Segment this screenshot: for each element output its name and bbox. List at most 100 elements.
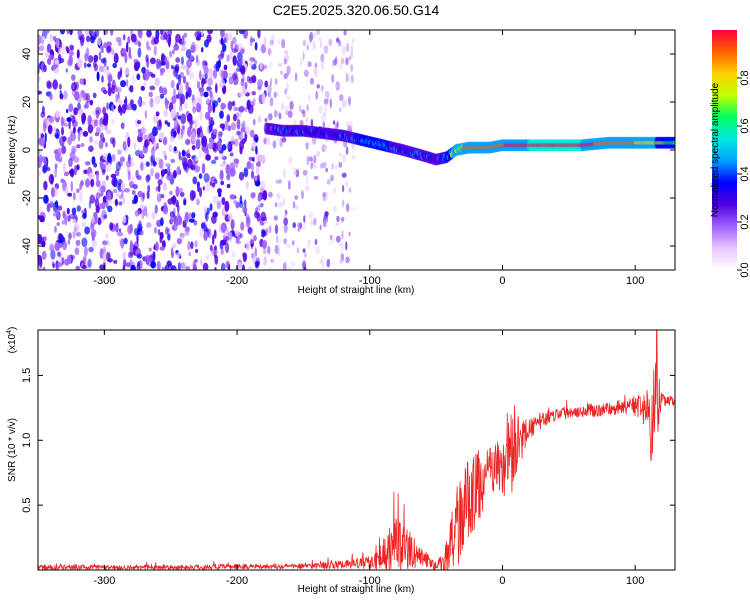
noise-speckle <box>189 118 193 130</box>
noise-speckle <box>72 126 76 134</box>
noise-speckle <box>194 165 201 173</box>
noise-speckle <box>326 258 331 268</box>
noise-speckle <box>143 206 148 217</box>
noise-speckle <box>53 126 57 135</box>
noise-speckle <box>341 172 347 178</box>
noise-speckle <box>134 210 140 217</box>
noise-speckle <box>302 39 307 47</box>
noise-speckle <box>212 100 218 108</box>
noise-speckle <box>239 92 244 98</box>
noise-speckle <box>192 260 197 270</box>
noise-speckle <box>91 156 96 165</box>
noise-speckle <box>179 104 183 112</box>
noise-speckle <box>76 95 82 104</box>
noise-speckle <box>80 142 85 148</box>
noise-speckle <box>231 73 238 80</box>
noise-speckle <box>196 181 201 188</box>
noise-speckle <box>338 39 341 47</box>
noise-speckle <box>70 180 74 192</box>
noise-speckle <box>275 110 279 117</box>
noise-speckle <box>330 174 334 182</box>
noise-speckle <box>38 75 41 83</box>
noise-speckle <box>289 100 294 110</box>
noise-speckle <box>176 238 182 245</box>
noise-speckle <box>76 164 80 171</box>
noise-speckle <box>211 214 217 224</box>
noise-speckle <box>183 197 187 204</box>
noise-speckle <box>345 72 349 83</box>
noise-speckle <box>105 142 108 148</box>
noise-speckle <box>102 106 107 115</box>
noise-speckle <box>38 154 43 163</box>
noise-speckle <box>47 61 52 65</box>
noise-speckle <box>348 96 351 106</box>
noise-speckle <box>232 55 237 66</box>
noise-speckle <box>157 183 161 193</box>
noise-speckle <box>105 200 109 209</box>
noise-speckle <box>140 85 145 91</box>
noise-speckle <box>130 33 137 43</box>
noise-speckle <box>77 132 81 142</box>
x-tick-label: -200 <box>226 275 248 287</box>
noise-speckle <box>91 30 96 37</box>
noise-speckle <box>229 144 233 152</box>
noise-speckle <box>313 154 317 164</box>
noise-speckle <box>47 124 53 135</box>
noise-speckle <box>244 81 248 90</box>
noise-speckle <box>268 191 273 198</box>
noise-speckle <box>180 46 187 52</box>
spectrogram-y-label: Frequency (Hz) <box>7 116 18 185</box>
noise-speckle <box>136 253 143 259</box>
noise-speckle <box>173 67 178 77</box>
noise-speckle <box>250 35 253 47</box>
noise-speckle <box>91 215 95 224</box>
noise-speckle <box>309 77 315 85</box>
noise-speckle <box>115 191 120 198</box>
noise-speckle <box>185 266 191 270</box>
noise-speckle <box>187 126 191 136</box>
noise-speckle <box>151 211 156 220</box>
noise-speckle <box>207 30 214 35</box>
noise-speckle <box>146 213 150 218</box>
noise-speckle <box>171 195 177 205</box>
noise-speckle <box>249 239 255 244</box>
snr-marks <box>38 330 675 570</box>
noise-speckle <box>218 192 222 197</box>
noise-speckle <box>178 187 184 193</box>
noise-speckle <box>180 113 187 125</box>
noise-speckle <box>170 158 176 164</box>
noise-speckle <box>118 201 123 206</box>
noise-speckle <box>280 103 285 111</box>
noise-speckle <box>251 140 257 150</box>
noise-speckle <box>233 200 238 205</box>
noise-speckle <box>164 264 168 270</box>
noise-speckle <box>105 160 112 172</box>
noise-speckle <box>232 36 237 45</box>
noise-speckle <box>334 164 338 170</box>
noise-speckle <box>227 212 233 221</box>
noise-speckle <box>85 178 90 188</box>
noise-speckle <box>333 120 336 125</box>
noise-speckle <box>291 240 295 246</box>
noise-speckle <box>56 38 60 49</box>
noise-speckle <box>226 174 229 179</box>
noise-speckle <box>39 137 46 147</box>
noise-speckle <box>106 102 109 111</box>
noise-speckle <box>83 255 87 262</box>
noise-speckle <box>226 54 230 62</box>
noise-speckle <box>99 124 106 131</box>
noise-speckle <box>316 150 321 157</box>
noise-speckle <box>247 226 253 235</box>
noise-speckle <box>260 180 266 191</box>
noise-speckle <box>61 136 67 142</box>
noise-speckle <box>110 173 117 179</box>
noise-speckle <box>115 169 119 176</box>
noise-speckle <box>313 71 319 78</box>
noise-speckle <box>214 267 217 270</box>
noise-speckle <box>348 187 352 193</box>
snr-panel: -300 -200 -100 0 100 0.5 1.0 1.5 Height of str… <box>6 327 676 595</box>
noise-speckle <box>169 50 173 58</box>
noise-speckle <box>286 65 291 75</box>
noise-speckle <box>212 234 215 246</box>
noise-speckle <box>246 217 251 228</box>
